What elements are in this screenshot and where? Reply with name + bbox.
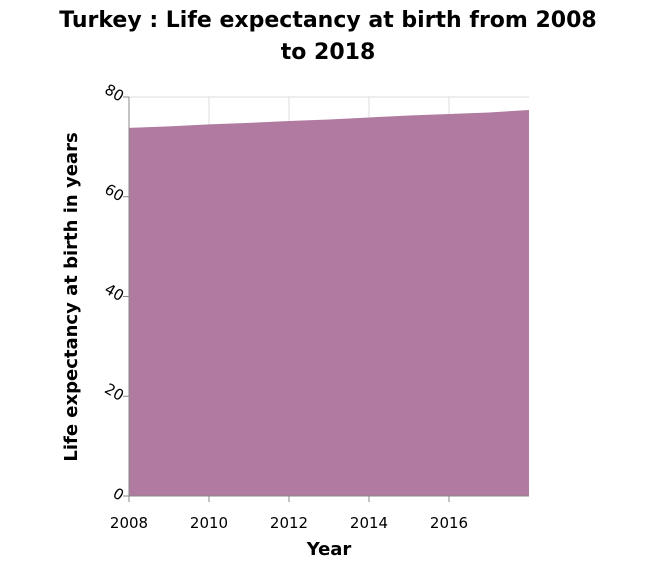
chart-title-line-2: to 2018 <box>281 40 376 65</box>
area-series <box>129 109 529 496</box>
x-tick-label: 2014 <box>350 514 388 532</box>
axes <box>123 96 529 502</box>
x-tick-label: 2016 <box>430 514 468 532</box>
chart-title-line-1: Turkey : Life expectancy at birth from 2… <box>59 8 596 33</box>
x-axis-title: Year <box>306 539 352 560</box>
y-tick-label: 80 <box>101 80 127 105</box>
x-tick-label: 2010 <box>190 514 228 532</box>
area-fill <box>129 109 529 496</box>
y-tick-label: 0 <box>110 484 127 504</box>
y-axis-title: Life expectancy at birth in years <box>61 132 82 461</box>
y-tick-label: 20 <box>101 380 127 405</box>
y-tick-label: 40 <box>101 280 127 305</box>
x-tick-label: 2012 <box>270 514 308 532</box>
x-tick-label: 2008 <box>110 514 148 532</box>
y-tick-label: 60 <box>101 180 127 205</box>
